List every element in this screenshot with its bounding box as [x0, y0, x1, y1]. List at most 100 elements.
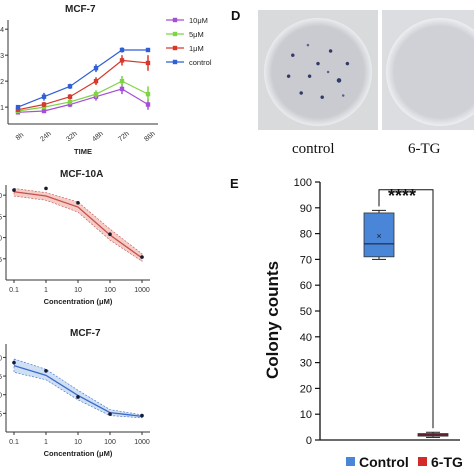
dish-photo-6tg	[382, 10, 474, 130]
dose-fit-line	[13, 191, 143, 259]
dose-point	[108, 412, 112, 416]
growth-point	[67, 102, 73, 107]
colony-y-axis-label: Colony counts	[263, 261, 282, 379]
box-legend-label: 6-TG	[431, 454, 463, 470]
growth-point	[93, 65, 99, 71]
growth-point	[145, 91, 151, 97]
box-y-tick-label: 40	[300, 332, 312, 344]
growth-point	[67, 94, 73, 99]
mcf10a-chart-title: MCF-10A	[60, 169, 103, 180]
dose-y-tick-label: 50	[0, 393, 2, 400]
box-y-tick-label: 20	[300, 383, 312, 395]
dish-photo-control	[258, 10, 378, 130]
photo-label-6tg: 6-TG	[408, 141, 441, 157]
dose-point	[76, 201, 80, 205]
growth-point	[15, 104, 21, 110]
growth-x-tick-label: 86h	[143, 130, 157, 143]
growth-chart-title: MCF-7	[65, 4, 96, 15]
box-y-tick-label: 0	[306, 435, 312, 447]
growth-legend-marker	[172, 31, 178, 37]
growth-y-tick-label: 2	[0, 79, 4, 86]
dose-y-tick-label: 00	[0, 193, 2, 200]
dose-x-axis-label: Concentration (μM)	[44, 297, 113, 306]
dose-x-axis-label: Concentration (μM)	[44, 449, 113, 458]
dose-point	[108, 232, 112, 236]
dose-point	[44, 369, 48, 373]
panel-e-label: E	[230, 176, 239, 191]
growth-x-tick-label: 72h	[117, 130, 131, 143]
dose-y-tick-label: 75	[0, 374, 2, 381]
growth-series-line	[17, 59, 149, 111]
growth-point	[119, 78, 125, 84]
box-y-tick-label: 30	[300, 358, 312, 370]
mcf10a-dose-chart: MCF-10A 25 50 75 00 0.1 1 10 100 1000 Concentrati…	[0, 169, 150, 306]
significance-label: ****	[388, 186, 416, 206]
dose-point	[140, 413, 144, 418]
growth-series-line	[17, 80, 149, 112]
box-legend-swatch	[346, 457, 355, 466]
growth-y-tick-label: 4	[0, 27, 4, 34]
dose-point	[140, 255, 144, 259]
photo-label-control: control	[292, 141, 335, 157]
growth-legend-marker	[172, 45, 178, 51]
colony-dots	[276, 30, 360, 114]
growth-point	[15, 107, 21, 112]
growth-series-line	[17, 49, 148, 108]
dose-x-tick-label: 100	[104, 287, 116, 294]
growth-point	[67, 84, 73, 89]
growth-x-tick-label: 32h	[65, 130, 79, 143]
dose-x-tick-label: 1	[44, 439, 48, 446]
box-y-tick-label: 60	[300, 280, 312, 292]
growth-point	[41, 94, 47, 99]
mcf7-dose-chart: MCF-7 25 50 75 00 0.1 1 10 100 1000 Concentration…	[0, 328, 150, 458]
dose-x-tick-label: 10	[74, 439, 82, 446]
growth-point	[67, 99, 73, 105]
growth-legend-label: control	[189, 58, 212, 67]
box-iqr	[363, 212, 395, 258]
panel-d-label: D	[231, 8, 241, 23]
growth-legend-label: 10μM	[189, 16, 208, 25]
growth-x-axis-label: TIME	[74, 147, 92, 156]
dose-confidence-band	[13, 358, 143, 419]
growth-point	[93, 78, 99, 84]
box-y-tick-label: 100	[294, 177, 312, 189]
box-legend-swatch	[418, 457, 427, 466]
growth-point	[93, 91, 99, 97]
growth-x-tick-label: 48h	[91, 130, 105, 143]
dish-rim	[386, 18, 474, 126]
dose-point	[12, 360, 16, 365]
box-y-tick-label: 70	[300, 254, 312, 266]
dose-y-tick-label: 25	[0, 411, 2, 418]
dose-y-tick-label: 25	[0, 257, 2, 264]
growth-legend-marker	[172, 17, 178, 23]
growth-x-tick-label: 8h	[15, 132, 26, 142]
dose-x-tick-label: 100	[104, 439, 116, 446]
growth-point	[41, 108, 47, 114]
box-y-tick-label: 50	[300, 306, 312, 318]
dose-y-tick-label: 50	[0, 236, 2, 243]
significance-bracket	[378, 189, 434, 429]
dose-x-tick-label: 1	[44, 287, 48, 294]
growth-point	[145, 47, 151, 53]
growth-legend-label: 5μM	[189, 30, 204, 39]
dose-x-tick-label: 0.1	[9, 439, 19, 446]
box-y-tick-label: 80	[300, 229, 312, 241]
box-y-tick-label: 10	[300, 409, 312, 421]
growth-point	[145, 102, 151, 107]
growth-x-tick-label: 24h	[39, 130, 53, 143]
dose-x-tick-label: 1000	[134, 439, 150, 446]
dose-x-tick-label: 0.1	[9, 287, 19, 294]
dose-x-tick-label: 10	[74, 287, 82, 294]
dose-point	[44, 186, 48, 191]
box-mean-marker: ×	[376, 231, 381, 241]
growth-legend-marker	[172, 59, 178, 65]
dose-point	[12, 188, 16, 192]
growth-point	[119, 58, 125, 63]
growth-series-line	[17, 88, 149, 113]
growth-legend-label: 1μM	[189, 44, 204, 53]
box-legend-label: Control	[359, 454, 409, 470]
dose-point	[76, 395, 80, 399]
dose-x-tick-label: 1000	[134, 287, 150, 294]
box-y-tick-label: 90	[300, 203, 312, 215]
dose-y-tick-label: 00	[0, 355, 2, 362]
